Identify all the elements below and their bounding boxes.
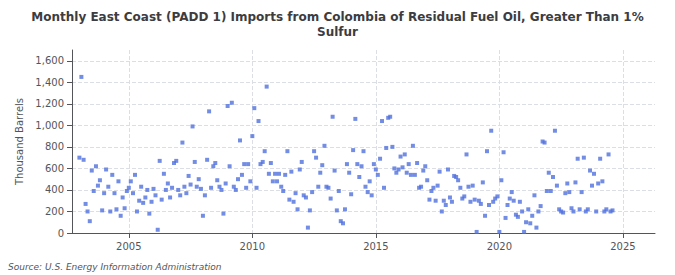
svg-text:200: 200 xyxy=(45,206,64,217)
svg-text:2015: 2015 xyxy=(363,241,388,252)
svg-text:0: 0 xyxy=(58,228,64,239)
svg-text:600: 600 xyxy=(45,163,64,174)
svg-text:Monthly East Coast (PADD 1) Im: Monthly East Coast (PADD 1) Imports from… xyxy=(31,10,643,24)
svg-text:Sulfur: Sulfur xyxy=(317,25,358,39)
svg-text:1,400: 1,400 xyxy=(35,77,64,88)
svg-text:400: 400 xyxy=(45,184,64,195)
svg-text:1,600: 1,600 xyxy=(35,55,64,66)
svg-text:Thousand Barrels: Thousand Barrels xyxy=(14,98,25,186)
svg-text:1,200: 1,200 xyxy=(35,98,64,109)
svg-text:2005: 2005 xyxy=(116,241,141,252)
svg-text:Source: U.S. Energy Informatio: Source: U.S. Energy Information Administ… xyxy=(8,262,222,272)
svg-text:800: 800 xyxy=(45,141,64,152)
svg-text:2020: 2020 xyxy=(487,241,512,252)
svg-text:2025: 2025 xyxy=(610,241,635,252)
svg-text:2010: 2010 xyxy=(240,241,265,252)
svg-text:1,000: 1,000 xyxy=(35,120,64,131)
